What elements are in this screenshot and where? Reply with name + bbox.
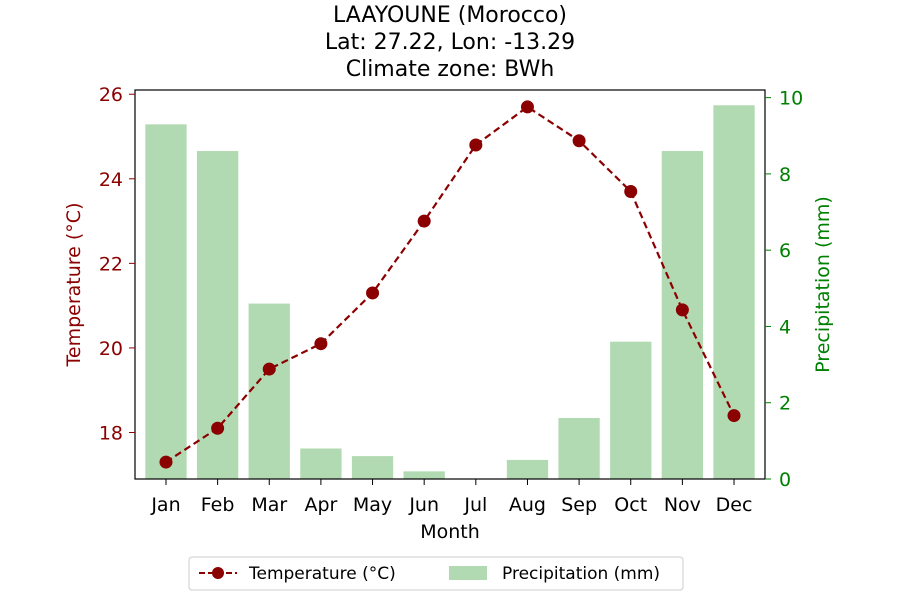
x-axis: Jan Feb Mar Apr May Jun Jul Aug Sep Oct Nov Dec Mont… — [150, 479, 752, 543]
x-tick-label: Dec — [716, 494, 753, 516]
precipitation-bars — [145, 105, 755, 480]
x-tick-label: Mar — [251, 494, 287, 516]
temperature-point — [727, 409, 741, 423]
temperature-point — [520, 100, 534, 114]
temperature-axis: 18 20 22 24 26 Temperature (°C) — [63, 84, 135, 444]
precipitation-bar — [506, 459, 549, 479]
temperature-point — [211, 421, 225, 435]
precipitation-bar — [558, 417, 600, 479]
temperature-tick-label: 22 — [99, 253, 123, 275]
precipitation-tick-label: 0 — [779, 469, 791, 491]
x-tick-label: Feb — [201, 494, 235, 516]
x-tick-label: Sep — [561, 494, 597, 516]
precipitation-tick-label: 10 — [779, 88, 803, 110]
chart-title: LAAYOUNE (Morocco)Lat: 27.22, Lon: -13.2… — [325, 3, 575, 82]
temperature-point — [262, 362, 276, 376]
temperature-series-line — [165, 105, 736, 464]
x-tick-label: Jul — [463, 494, 487, 516]
precipitation-bar — [300, 448, 342, 479]
x-tick-label: Oct — [614, 494, 647, 516]
x-tick-label: May — [353, 494, 392, 516]
precipitation-bar — [610, 341, 652, 479]
temperature-axis-label: Temperature (°C) — [63, 203, 85, 368]
chart-title-line: LAAYOUNE (Morocco) — [333, 3, 567, 28]
x-tick-label: Apr — [304, 494, 337, 516]
x-tick-label: Jun — [408, 494, 439, 516]
plot-frame — [134, 89, 766, 480]
temperature-point — [366, 286, 380, 300]
temperature-point — [417, 214, 431, 228]
x-tick-label: Aug — [509, 494, 546, 516]
temperature-point — [675, 303, 689, 317]
chart-title-line: Lat: 27.22, Lon: -13.29 — [325, 30, 575, 55]
legend-temperature-label: Temperature (°C) — [248, 564, 396, 584]
legend-temperature-marker-icon — [212, 567, 224, 579]
precipitation-tick-label: 4 — [779, 316, 791, 338]
temperature-tick-label: 18 — [99, 422, 123, 444]
temperature-point — [572, 134, 586, 148]
x-axis-label: Month — [420, 521, 480, 543]
precipitation-axis-label: Precipitation (mm) — [812, 196, 834, 373]
precipitation-bar — [713, 105, 755, 479]
temperature-point — [314, 337, 328, 351]
x-tick-label: Jan — [150, 494, 180, 516]
legend: Temperature (°C) Precipitation (mm) — [188, 556, 684, 591]
precipitation-tick-label: 8 — [779, 164, 791, 186]
temperature-point — [159, 455, 173, 469]
temperature-line — [159, 100, 741, 469]
temperature-tick-label: 20 — [99, 338, 123, 360]
precipitation-tick-label: 6 — [779, 240, 791, 262]
chart-title-line: Climate zone: BWh — [346, 57, 555, 82]
precipitation-bar — [403, 471, 445, 479]
temperature-tick-label: 26 — [99, 84, 123, 106]
x-tick-label: Nov — [664, 494, 701, 516]
legend-box — [188, 556, 684, 591]
legend-precipitation-swatch-icon — [449, 566, 487, 580]
temperature-point — [624, 184, 638, 198]
temperature-point — [469, 138, 483, 152]
precipitation-bar — [248, 303, 290, 479]
temperature-tick-label: 24 — [99, 169, 123, 191]
precipitation-tick-label: 2 — [779, 393, 791, 415]
precipitation-axis: 0 2 4 6 8 10 Precipitation (mm) — [765, 88, 834, 491]
precipitation-bar — [351, 456, 394, 479]
precipitation-bar — [145, 124, 187, 479]
legend-precipitation-label: Precipitation (mm) — [502, 564, 660, 584]
